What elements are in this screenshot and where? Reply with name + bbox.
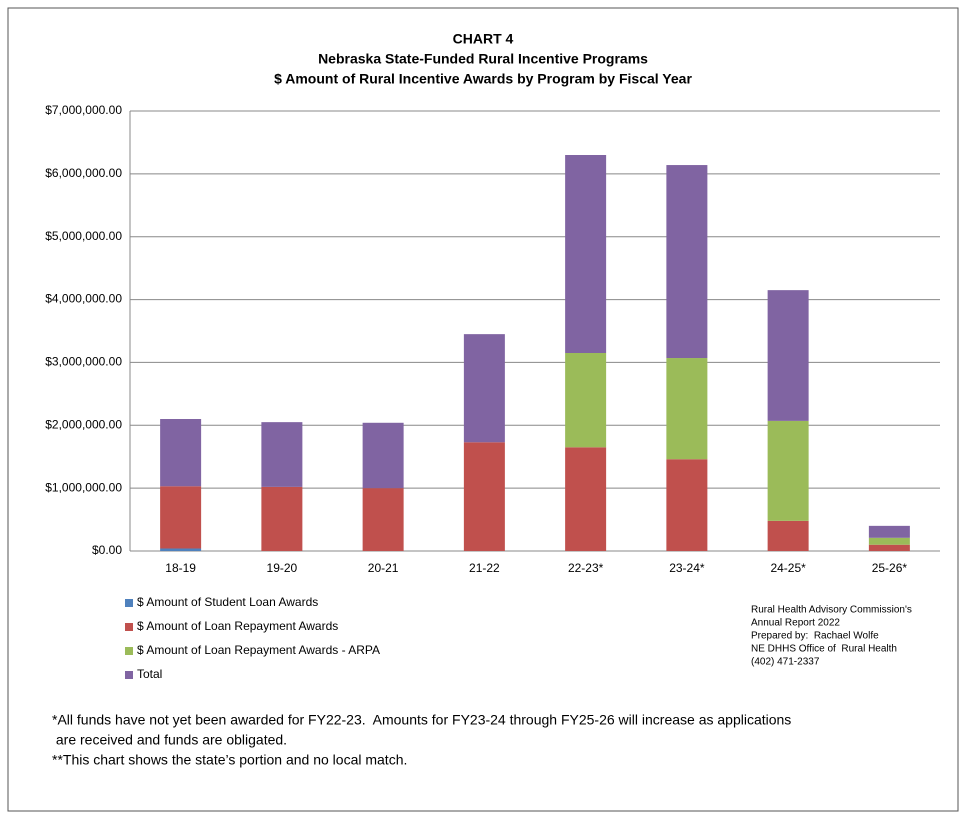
x-tick-label: 19-20: [267, 561, 298, 575]
bar-segment: [868, 544, 910, 551]
x-tick-label: 24-25*: [770, 561, 806, 575]
legend-swatch: [125, 647, 133, 655]
bar-segment: [160, 548, 202, 551]
footnote: *All funds have not yet been awarded for…: [52, 712, 791, 728]
bar-segment: [767, 420, 809, 521]
legend-label: $ Amount of Loan Repayment Awards - ARPA: [137, 643, 380, 657]
x-tick-label: 22-23*: [568, 561, 604, 575]
bar-segment: [362, 422, 404, 489]
credit-text: (402) 471-2337: [751, 657, 820, 668]
credit-text: Annual Report 2022: [751, 618, 840, 629]
bar-segment: [261, 486, 303, 551]
bar-segment: [362, 488, 404, 551]
bar-segment: [463, 334, 505, 443]
legend-label: $ Amount of Loan Repayment Awards: [137, 619, 338, 633]
x-tick-label: 18-19: [165, 561, 196, 575]
y-tick-label: $6,000,000.00: [45, 166, 122, 180]
credit-text: NE DHHS Office of Rural Health: [751, 644, 897, 655]
legend-swatch: [125, 599, 133, 607]
bar-segment: [261, 422, 303, 487]
x-tick-label: 21-22: [469, 561, 500, 575]
bar-segment: [666, 358, 708, 460]
bar-segment: [666, 165, 708, 359]
y-tick-label: $5,000,000.00: [45, 229, 122, 243]
bar-segment: [565, 353, 607, 448]
legend-swatch: [125, 671, 133, 679]
x-tick-label: 20-21: [368, 561, 399, 575]
y-tick-label: $1,000,000.00: [45, 480, 122, 494]
chart-title: CHART 4: [453, 31, 514, 47]
credit-text: Rural Health Advisory Commission's: [751, 605, 912, 616]
chart-title: Nebraska State-Funded Rural Incentive Pr…: [318, 51, 648, 67]
chart-title: $ Amount of Rural Incentive Awards by Pr…: [274, 71, 692, 87]
bar-segment: [868, 525, 910, 538]
bar-segment: [565, 447, 607, 551]
bar-segment: [463, 442, 505, 551]
y-tick-label: $0.00: [92, 543, 122, 557]
credit-text: Prepared by: Rachael Wolfe: [751, 631, 879, 642]
bar-segment: [565, 155, 607, 353]
bar-segment: [767, 290, 809, 421]
x-tick-label: 23-24*: [669, 561, 705, 575]
bar-segment: [160, 419, 202, 487]
legend-label: Total: [137, 667, 162, 681]
x-tick-label: 25-26*: [872, 561, 908, 575]
y-tick-label: $7,000,000.00: [45, 103, 122, 117]
footnote: **This chart shows the state’s portion a…: [52, 752, 407, 768]
legend-swatch: [125, 623, 133, 631]
y-tick-label: $3,000,000.00: [45, 355, 122, 369]
bar-segment: [868, 537, 910, 545]
footnote: are received and funds are obligated.: [52, 732, 287, 748]
bar-segment: [767, 520, 809, 551]
y-tick-label: $4,000,000.00: [45, 292, 122, 306]
y-tick-label: $2,000,000.00: [45, 417, 122, 431]
bar-segment: [666, 459, 708, 551]
bar-segment: [160, 486, 202, 549]
legend-label: $ Amount of Student Loan Awards: [137, 595, 318, 609]
